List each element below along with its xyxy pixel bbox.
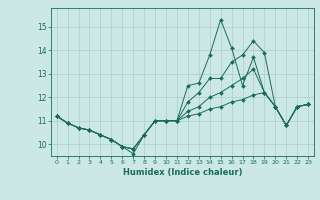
X-axis label: Humidex (Indice chaleur): Humidex (Indice chaleur): [123, 168, 242, 177]
